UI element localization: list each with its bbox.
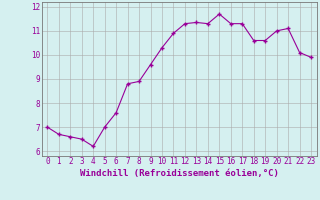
X-axis label: Windchill (Refroidissement éolien,°C): Windchill (Refroidissement éolien,°C) <box>80 169 279 178</box>
